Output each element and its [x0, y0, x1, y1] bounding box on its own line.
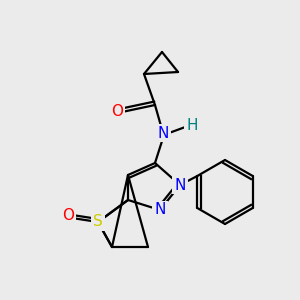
- Text: N: N: [157, 125, 169, 140]
- Text: S: S: [93, 214, 103, 230]
- Text: N: N: [154, 202, 166, 217]
- Text: O: O: [62, 208, 74, 224]
- Text: H: H: [186, 118, 198, 134]
- Text: N: N: [174, 178, 186, 193]
- Text: O: O: [111, 104, 123, 119]
